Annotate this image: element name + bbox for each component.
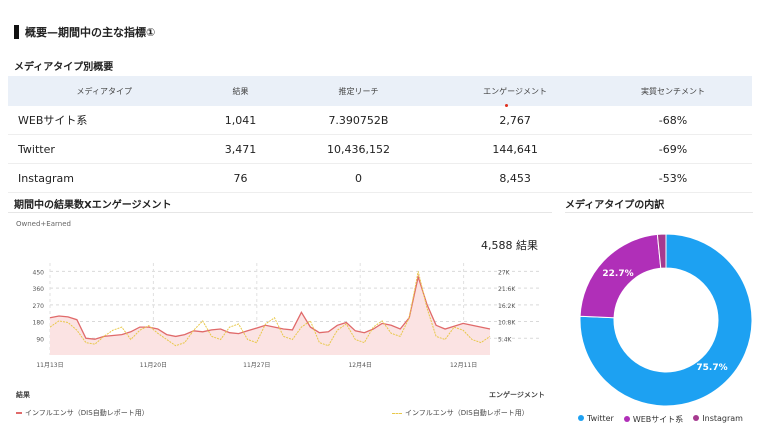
cell-engagement: 144,641 — [436, 134, 594, 164]
cell-reach: 7.390752B — [280, 106, 437, 135]
legend-dot-icon — [693, 415, 700, 421]
cell-reach: 10,436,152 — [280, 134, 437, 164]
table-row[interactable]: Twitter 3,471 10,436,152 144,641 -69% — [8, 134, 752, 164]
donut-slice — [656, 233, 667, 269]
legend-label-instagram: Instagram — [702, 414, 743, 423]
y-left-tick-label: 270 — [33, 303, 45, 310]
y-right-tick-label: 10.8K — [498, 320, 516, 327]
series-results-area — [50, 276, 490, 355]
cell-sentiment: -68% — [593, 106, 752, 135]
trend-title: 期間中の結果数Xエンゲージメント — [14, 200, 172, 211]
cell-sentiment: -69% — [593, 134, 752, 164]
header-engagement[interactable]: エンゲージメント — [436, 76, 594, 106]
donut-chart[interactable]: 75.7% 22.7% — [578, 232, 754, 408]
y-left-tick-label: 90 — [36, 336, 44, 343]
x-tick-label: 12月11日 — [450, 362, 477, 369]
y-right-tick-label: 21.6K — [498, 286, 516, 293]
legend-dot-icon — [578, 415, 584, 421]
legend-label-twitter: Twitter — [587, 414, 614, 423]
table-row[interactable]: WEBサイト系 1,041 7.390752B 2,767 -68% — [8, 106, 752, 135]
cell-engagement: 8,453 — [436, 163, 594, 193]
cell-sentiment: -53% — [593, 163, 752, 193]
header-reach[interactable]: 推定リーチ — [280, 76, 437, 106]
y-right-tick-label: 5.4K — [498, 336, 513, 343]
x-tick-label: 11月27日 — [243, 362, 270, 369]
donut-divider — [565, 212, 753, 213]
trend-subtitle: Owned+Earned — [16, 220, 71, 228]
y-left-tick-label: 180 — [33, 320, 45, 327]
donut-label-twitter: 75.7% — [696, 363, 727, 373]
legend-dot-icon — [623, 416, 630, 422]
legend-line-red-icon — [16, 412, 22, 414]
trend-chart[interactable]: 450 27K 360 21.6K 270 16.2K 180 10.8K 90 5.4K 11月1… — [0, 255, 560, 375]
summary-title: メディアタイプ別概要 — [14, 62, 114, 73]
cell-media-type: Instagram — [8, 163, 201, 193]
cell-results: 76 — [200, 163, 281, 193]
series-engagement-line — [49, 271, 491, 347]
cell-media-type: Twitter — [8, 134, 201, 164]
x-tick-label: 11月20日 — [140, 362, 167, 369]
x-tick-label: 12月4日 — [348, 362, 371, 369]
series-results-line — [49, 274, 491, 340]
legend-item-twitter[interactable]: Twitter — [578, 414, 614, 425]
legend-item-instagram[interactable]: Instagram — [693, 414, 743, 425]
legend-left[interactable]: インフルエンサ（DIS自動レポート用） — [16, 408, 149, 418]
header-media-type[interactable]: メディアタイプ — [8, 76, 201, 106]
donut-label-web: 22.7% — [602, 269, 633, 279]
y-left-tick-label: 450 — [33, 269, 45, 276]
legend-left-label: インフルエンサ（DIS自動レポート用） — [25, 409, 149, 417]
summary-header-row: メディアタイプ 結果 推定リーチ エンゲージメント 実質センチメント — [8, 76, 752, 106]
donut-legend: Twitter WEBサイト系 Instagram — [578, 414, 743, 425]
legend-right-label: インフルエンサ（DIS自動レポート用） — [405, 409, 529, 417]
legend-label-web: WEBサイト系 — [632, 415, 684, 424]
header-results[interactable]: 結果 — [200, 76, 281, 106]
page-title-text: 概要—期間中の主な指標① — [25, 26, 156, 39]
y-right-tick-label: 27K — [498, 269, 511, 276]
donut-title: メディアタイプの内訳 — [565, 200, 665, 211]
page-title: 概要—期間中の主な指標① — [14, 24, 155, 40]
right-axis-title: エンゲージメント — [489, 391, 545, 399]
x-tick-label: 11月13日 — [36, 362, 63, 369]
cell-results: 1,041 — [200, 106, 281, 135]
table-row[interactable]: Instagram 76 0 8,453 -53% — [8, 163, 752, 193]
title-bar-icon — [14, 25, 19, 39]
cursor-dot-icon — [505, 104, 508, 107]
trend-total: 4,588 結果 — [481, 239, 538, 252]
header-sentiment[interactable]: 実質センチメント — [593, 76, 752, 106]
legend-line-dashed-icon — [392, 412, 402, 414]
cell-results: 3,471 — [200, 134, 281, 164]
cell-reach: 0 — [280, 163, 437, 193]
trend-divider — [8, 212, 552, 213]
y-right-tick-label: 16.2K — [498, 303, 516, 310]
cell-media-type: WEBサイト系 — [8, 106, 201, 135]
cell-engagement: 2,767 — [436, 106, 594, 135]
summary-table: メディアタイプ 結果 推定リーチ エンゲージメント 実質センチメント WEBサイ… — [8, 76, 752, 193]
donut-slice — [579, 233, 753, 407]
y-left-tick-label: 360 — [33, 286, 45, 293]
left-axis-title: 結果 — [16, 391, 30, 399]
legend-right[interactable]: インフルエンサ（DIS自動レポート用） — [392, 408, 529, 418]
legend-item-web[interactable]: WEBサイト系 — [623, 414, 684, 425]
